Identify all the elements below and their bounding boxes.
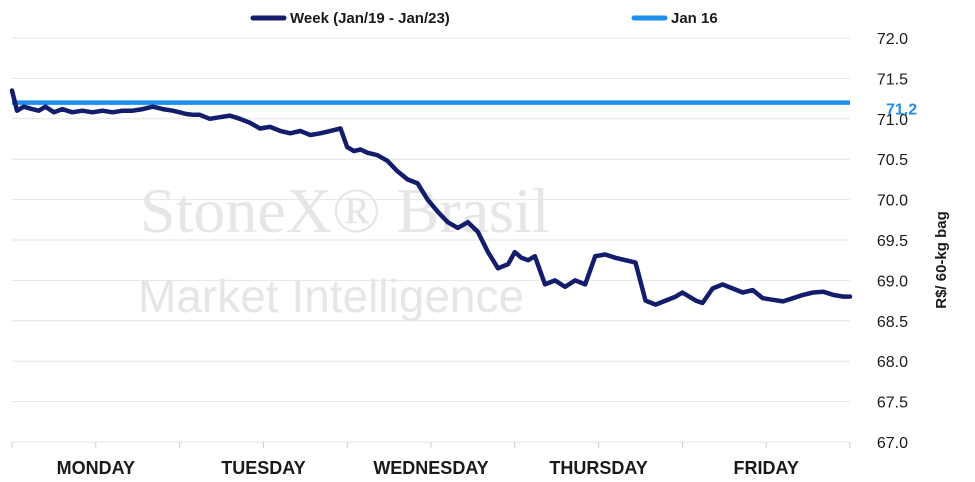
y-tick-label: 67.0	[877, 435, 908, 452]
y-tick-label: 70.0	[877, 193, 908, 210]
y-tick-label: 69.5	[877, 233, 908, 250]
y-axis-ticks: 72.0 71.5 71.0 70.5 70.0 69.5 69.0 68.5 68.0 67.5…	[877, 31, 908, 452]
x-category-label: MONDAY	[57, 458, 135, 478]
x-axis-categories: MONDAY TUESDAY WEDNESDAY THURSDAY FRIDAY	[57, 458, 799, 478]
watermark-subtitle: Market Intelligence	[138, 270, 524, 322]
y-tick-label: 72.0	[877, 31, 908, 48]
x-category-label: FRIDAY	[734, 458, 799, 478]
y-axis-label: R$/ 60-kg bag	[933, 211, 950, 309]
legend-label-week: Week (Jan/19 - Jan/23)	[290, 10, 450, 27]
y-tick-label: 68.5	[877, 314, 908, 331]
y-tick-label: 67.5	[877, 395, 908, 412]
y-tick-label: 68.0	[877, 354, 908, 371]
legend: Week (Jan/19 - Jan/23) Jan 16	[250, 10, 718, 27]
y-tick-label: 71.5	[877, 71, 908, 88]
watermark-brand: StoneX® Brasil	[140, 175, 550, 246]
y-tick-label: 69.0	[877, 273, 908, 290]
y-tick-label: 70.5	[877, 152, 908, 169]
x-category-label: WEDNESDAY	[373, 458, 488, 478]
legend-item-week: Week (Jan/19 - Jan/23)	[250, 10, 450, 27]
y-tick-label: 71.0	[877, 112, 908, 129]
legend-label-jan16: Jan 16	[671, 10, 718, 27]
data-label-jan16: 71.2	[886, 102, 917, 119]
grid-lines	[12, 37, 850, 443]
x-axis-ticks	[11, 442, 851, 448]
series-line-week	[9, 88, 853, 307]
x-category-label: THURSDAY	[549, 458, 647, 478]
x-category-label: TUESDAY	[221, 458, 305, 478]
series-layer: 71.2	[9, 88, 917, 307]
legend-item-jan16: Jan 16	[631, 10, 718, 27]
